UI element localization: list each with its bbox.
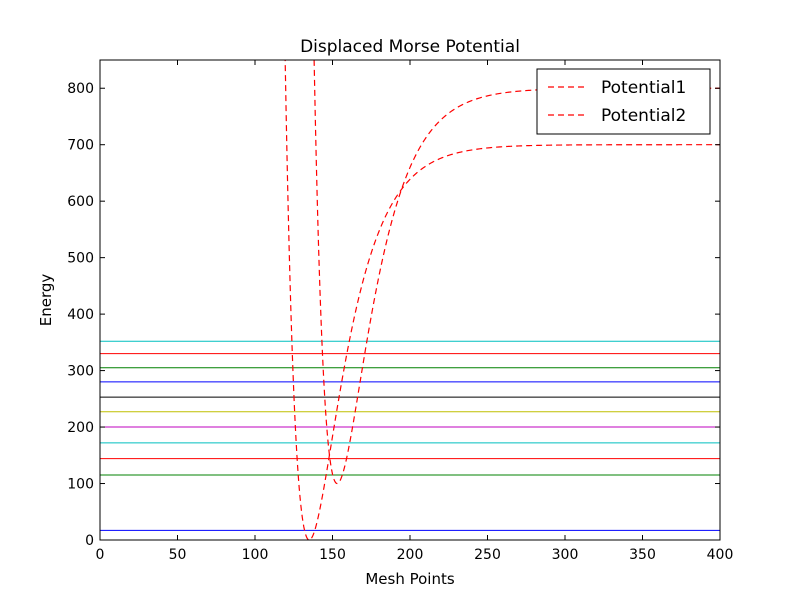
x-tick-label: 200 <box>397 547 424 563</box>
y-tick-label: 0 <box>85 533 94 549</box>
x-tick-label: 250 <box>474 547 501 563</box>
chart-title: Displaced Morse Potential <box>300 37 520 57</box>
legend-label-2: Potential2 <box>601 106 686 126</box>
y-axis: 0 100 200 300 400 500 600 700 800 <box>67 81 720 549</box>
x-tick-label: 0 <box>96 547 105 563</box>
x-tick-label: 50 <box>169 547 187 563</box>
y-tick-label: 800 <box>67 81 94 97</box>
legend-label-1: Potential1 <box>601 78 686 98</box>
y-tick-label: 600 <box>67 194 94 210</box>
x-tick-label: 400 <box>707 547 734 563</box>
y-tick-label: 300 <box>67 364 94 380</box>
x-axis: 0 50 100 150 200 250 300 350 400 <box>96 60 734 563</box>
y-tick-label: 200 <box>67 420 94 436</box>
x-tick-label: 350 <box>629 547 656 563</box>
x-tick-label: 150 <box>319 547 346 563</box>
legend-box <box>536 68 711 135</box>
energy-levels <box>100 340 720 531</box>
y-tick-label: 500 <box>67 251 94 267</box>
y-tick-label: 400 <box>67 307 94 323</box>
x-axis-label: Mesh Points <box>365 570 455 588</box>
x-tick-label: 300 <box>552 547 579 563</box>
legend: Potential1 Potential2 <box>536 68 711 135</box>
y-axis-label: Energy <box>37 274 55 327</box>
x-tick-label: 100 <box>242 547 269 563</box>
y-tick-label: 700 <box>67 138 94 154</box>
y-tick-label: 100 <box>67 477 94 493</box>
potential-curve-1 <box>284 60 720 540</box>
